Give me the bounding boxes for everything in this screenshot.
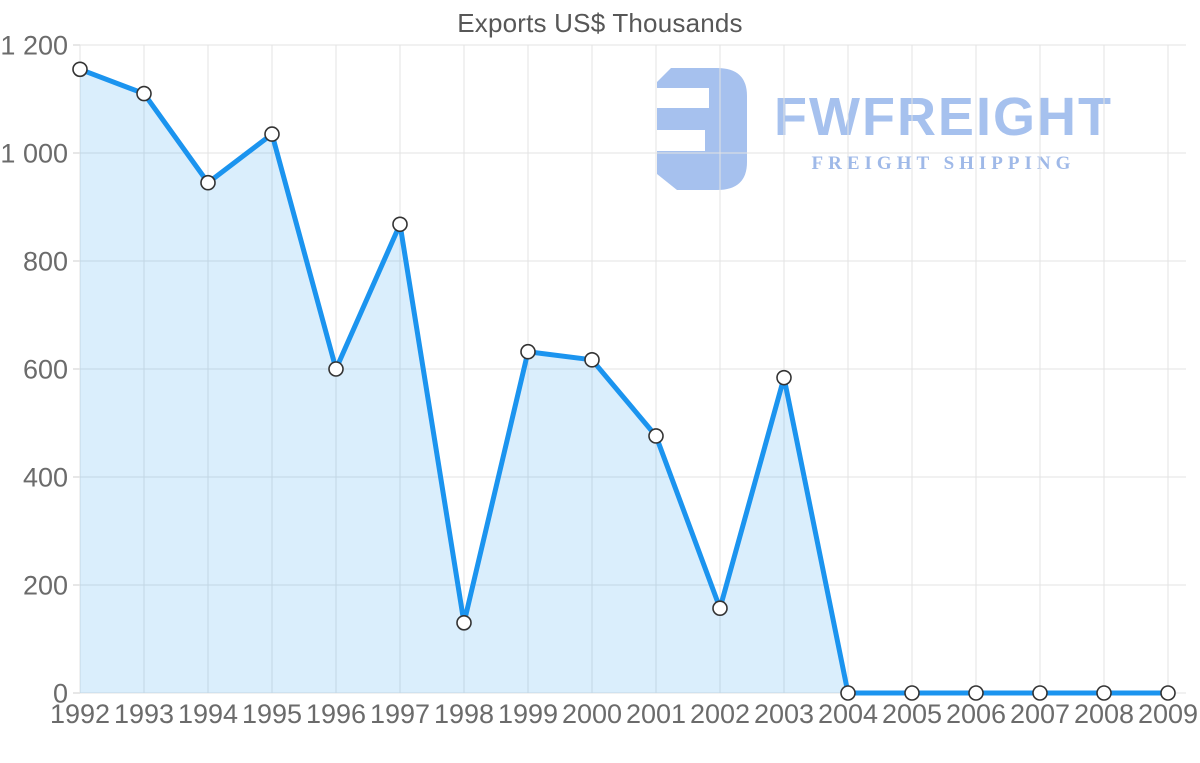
x-tick-label: 2000 (562, 699, 622, 729)
data-point-1992[interactable] (72, 61, 88, 78)
x-tick-label: 1994 (178, 699, 238, 729)
data-point-2007[interactable] (1032, 685, 1048, 701)
x-tick-label: 2004 (818, 699, 878, 729)
x-tick-label: 2008 (1074, 699, 1134, 729)
data-point-1997[interactable] (392, 216, 408, 233)
x-tick-label: 2002 (690, 699, 750, 729)
y-tick-label: 600 (23, 354, 68, 384)
x-tick-label: 1992 (50, 699, 110, 729)
y-tick-label: 1 200 (0, 30, 68, 60)
data-point-2002[interactable] (712, 600, 728, 617)
x-tick-label: 2009 (1138, 699, 1198, 729)
y-tick-label: 200 (23, 570, 68, 600)
y-tick-label: 400 (23, 462, 68, 492)
x-tick-label: 1995 (242, 699, 302, 729)
logo-tagline: FREIGHT SHIPPING (811, 153, 1076, 174)
logo-text-block: FWFREIGHT FREIGHT SHIPPING (774, 68, 1113, 175)
data-point-2001[interactable] (648, 428, 664, 444)
area-fill (80, 69, 1168, 694)
x-tick-label: 1997 (370, 699, 430, 729)
chart-title: Exports US$ Thousands (457, 8, 743, 38)
data-point-1995[interactable] (264, 126, 280, 142)
y-tick-label: 0 (53, 678, 68, 708)
data-point-1994[interactable] (200, 174, 216, 191)
x-tick-label: 1999 (498, 699, 558, 729)
data-point-1993[interactable] (136, 85, 152, 102)
x-tick-label: 2003 (754, 699, 814, 729)
x-tick-label: 2005 (882, 699, 942, 729)
data-point-1999[interactable] (520, 343, 536, 360)
fwfreight-logo: FWFREIGHT FREIGHT SHIPPING (655, 68, 1113, 190)
data-point-2004[interactable] (840, 685, 856, 701)
data-point-1998[interactable] (456, 614, 472, 631)
y-tick-label: 1 000 (0, 138, 68, 168)
exports-line-series (77, 66, 1171, 696)
x-tick-label: 2006 (946, 699, 1006, 729)
data-point-2000[interactable] (584, 352, 600, 368)
x-tick-label: 2001 (626, 699, 686, 729)
fwfreight-logo-mark-icon (657, 68, 747, 190)
x-tick-label: 1996 (306, 699, 366, 729)
data-point-2008[interactable] (1096, 685, 1112, 701)
data-point-1996[interactable] (328, 361, 344, 377)
x-tick-label: 1998 (434, 699, 494, 729)
data-point-2006[interactable] (968, 685, 984, 701)
data-point-2005[interactable] (904, 685, 920, 701)
logo-mark-shape (657, 68, 747, 190)
data-point-2009[interactable] (1160, 685, 1176, 701)
x-tick-label: 2007 (1010, 699, 1070, 729)
y-tick-label: 800 (23, 246, 68, 276)
logo-wordmark: FWFREIGHT (774, 87, 1113, 147)
x-tick-label: 1993 (114, 699, 174, 729)
data-point-2003[interactable] (776, 369, 792, 386)
